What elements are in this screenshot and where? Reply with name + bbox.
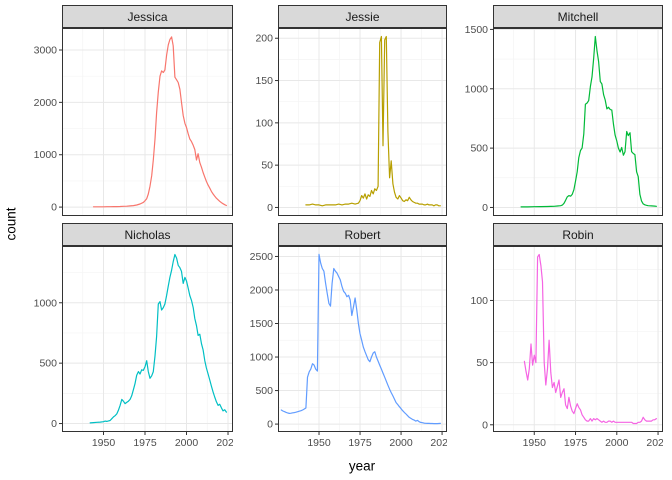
- facet-plot-jessica: 0 1000 2000 3000: [34, 28, 233, 216]
- svg-text:1000: 1000: [34, 149, 58, 161]
- svg-text:500: 500: [255, 385, 273, 397]
- svg-text:1975: 1975: [564, 437, 588, 449]
- svg-text:2025: 2025: [216, 437, 233, 449]
- facet-strip: Robert: [278, 223, 447, 246]
- svg-text:0: 0: [482, 202, 488, 214]
- svg-text:3000: 3000: [34, 44, 58, 56]
- facet-strip: Jessica: [62, 5, 233, 28]
- x-axis-title: year: [348, 458, 376, 474]
- svg-text:1950: 1950: [523, 437, 547, 449]
- svg-text:0: 0: [51, 418, 57, 430]
- facet-nicholas: 0 500 1000 1950 1975 2000 2025 Nicholas: [20, 223, 233, 459]
- svg-text:2000: 2000: [605, 437, 629, 449]
- svg-text:2025: 2025: [430, 437, 447, 449]
- svg-text:0: 0: [267, 202, 273, 214]
- svg-text:100: 100: [470, 295, 488, 307]
- facet-plot-jessie: 0 50 100 150 200: [255, 28, 447, 216]
- svg-text:200: 200: [255, 33, 273, 45]
- svg-text:1000: 1000: [250, 352, 274, 364]
- svg-text:50: 50: [261, 160, 273, 172]
- svg-text:2000: 2000: [250, 284, 274, 296]
- facet-strip: Nicholas: [62, 223, 233, 246]
- svg-text:0: 0: [51, 202, 57, 214]
- facet-mitchell: 0 500 1000 1500 Mitchell: [451, 5, 663, 216]
- facet-strip: Jessie: [278, 5, 447, 28]
- svg-text:1975: 1975: [133, 437, 157, 449]
- svg-text:2500: 2500: [250, 251, 274, 263]
- facet-plot-nicholas: 0 500 1000 1950 1975 2000 2025: [34, 246, 233, 449]
- svg-text:500: 500: [39, 358, 57, 370]
- svg-text:1000: 1000: [465, 83, 489, 95]
- svg-text:1500: 1500: [250, 318, 274, 330]
- svg-text:1000: 1000: [34, 297, 58, 309]
- svg-text:1975: 1975: [348, 437, 372, 449]
- svg-text:0: 0: [482, 419, 488, 431]
- y-axis-title: count: [3, 207, 19, 241]
- svg-text:50: 50: [476, 357, 488, 369]
- facet-plot-mitchell: 0 500 1000 1500: [465, 24, 663, 216]
- svg-text:2000: 2000: [34, 97, 58, 109]
- svg-text:1950: 1950: [92, 437, 116, 449]
- svg-text:500: 500: [470, 143, 488, 155]
- facet-jessie: 0 50 100 150 200 Jessie: [236, 5, 447, 216]
- facet-robin: 0 50 100 1950 1975 2000 2025 Robin: [451, 223, 663, 459]
- svg-text:1950: 1950: [307, 437, 331, 449]
- svg-text:2000: 2000: [389, 437, 413, 449]
- svg-text:100: 100: [255, 117, 273, 129]
- facet-strip: Robin: [493, 223, 663, 246]
- facet-robert: 0 500 1000 1500 2000 2500 1950 1975 2000 2025 Rob…: [236, 223, 447, 459]
- svg-text:150: 150: [255, 75, 273, 87]
- svg-text:0: 0: [267, 419, 273, 431]
- svg-text:2025: 2025: [646, 437, 663, 449]
- svg-text:1500: 1500: [465, 24, 489, 36]
- facet-plot-robin: 0 50 100 1950 1975 2000 2025: [470, 246, 663, 449]
- facet-jessica: 0 1000 2000 3000 Jessica: [20, 5, 233, 216]
- facet-strip: Mitchell: [493, 5, 663, 28]
- facet-plot-robert: 0 500 1000 1500 2000 2500 1950 1975 2000 2025: [250, 246, 447, 449]
- svg-text:2000: 2000: [175, 437, 199, 449]
